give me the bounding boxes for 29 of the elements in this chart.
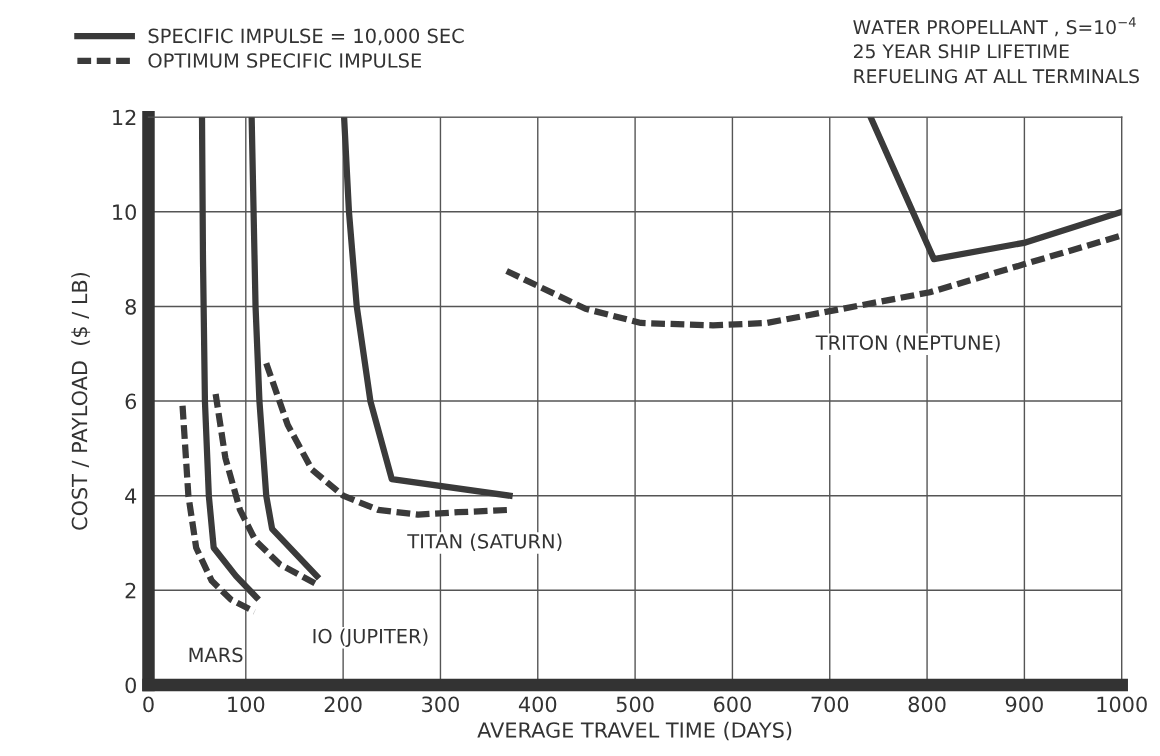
y-tick-label: 10 xyxy=(113,204,136,221)
x-axis-title: AVERAGE TRAVEL TIME (DAYS) xyxy=(477,721,792,741)
y-tick-label: 12 xyxy=(113,109,136,126)
x-tick-label: 300 xyxy=(422,696,459,713)
x-tick-label: 500 xyxy=(616,696,654,713)
annotation: IO (JUPITER) xyxy=(313,628,428,648)
y-axis-title: COST / PAYLOAD ($ / LB) xyxy=(71,272,91,530)
y-tick-label: 2 xyxy=(125,582,136,599)
y-tick-label: 0 xyxy=(125,677,136,694)
x-tick-label: 700 xyxy=(811,696,849,713)
x-tick-label: 900 xyxy=(1005,696,1043,713)
annotation: TRITON (NEPTUNE) xyxy=(815,334,1000,353)
legend-label: SPECIFIC IMPULSE = 10,000 SEC xyxy=(148,28,464,46)
y-tick-label: 4 xyxy=(125,488,137,504)
x-tick-label: 400 xyxy=(518,696,557,713)
x-tick-label: 600 xyxy=(714,696,751,713)
text: 25 YEAR SHIP LIFETIME xyxy=(853,44,1069,59)
x-tick-label: 800 xyxy=(908,696,946,713)
y-tick-label: 8 xyxy=(125,298,136,315)
text: WATER PROPELLANT , S=10$^{−4}$ xyxy=(853,17,1136,37)
x-tick-label: 0 xyxy=(143,696,154,713)
x-tick-label: 100 xyxy=(228,696,265,713)
y-tick-label: 6 xyxy=(125,393,137,410)
annotation: MARS xyxy=(189,647,243,663)
legend-label: OPTIMUM SPECIFIC IMPULSE xyxy=(148,53,422,68)
text: REFUELING AT ALL TERMINALS xyxy=(854,69,1139,84)
x-tick-label: 200 xyxy=(324,696,362,713)
annotation: TITAN (SATURN) xyxy=(407,533,562,551)
x-tick-label: 1000 xyxy=(1097,696,1147,713)
